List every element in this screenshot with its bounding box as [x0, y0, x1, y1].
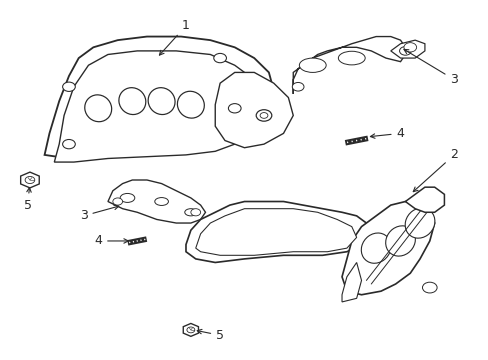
Text: 3: 3 — [403, 49, 457, 86]
Ellipse shape — [120, 193, 135, 202]
Circle shape — [213, 53, 226, 63]
Text: 5: 5 — [23, 188, 31, 212]
Ellipse shape — [148, 88, 175, 114]
Text: 2: 2 — [412, 148, 457, 192]
Text: 1: 1 — [159, 19, 189, 55]
Circle shape — [25, 176, 35, 184]
Circle shape — [256, 110, 271, 121]
Circle shape — [403, 42, 416, 52]
Polygon shape — [54, 51, 259, 162]
Circle shape — [422, 282, 436, 293]
Circle shape — [62, 139, 75, 149]
Text: 5: 5 — [197, 329, 224, 342]
Ellipse shape — [338, 51, 365, 65]
Ellipse shape — [405, 208, 434, 238]
Ellipse shape — [184, 209, 197, 216]
Circle shape — [260, 113, 267, 118]
Ellipse shape — [299, 58, 325, 72]
Polygon shape — [183, 323, 198, 336]
Polygon shape — [405, 187, 444, 212]
Text: 4: 4 — [94, 234, 128, 247]
Polygon shape — [215, 72, 293, 148]
Ellipse shape — [84, 95, 111, 122]
Text: 3: 3 — [80, 205, 119, 222]
Polygon shape — [390, 40, 424, 58]
Ellipse shape — [385, 226, 414, 256]
Circle shape — [190, 209, 200, 216]
Polygon shape — [20, 172, 39, 188]
Ellipse shape — [155, 198, 168, 206]
Circle shape — [228, 104, 241, 113]
Circle shape — [113, 198, 122, 205]
Circle shape — [186, 327, 194, 333]
Polygon shape — [341, 202, 434, 295]
Polygon shape — [341, 262, 361, 302]
Ellipse shape — [119, 88, 145, 114]
Ellipse shape — [177, 91, 204, 118]
Ellipse shape — [361, 233, 390, 263]
Circle shape — [292, 82, 304, 91]
Circle shape — [62, 82, 75, 91]
Polygon shape — [44, 37, 273, 158]
Polygon shape — [293, 37, 405, 94]
Polygon shape — [108, 180, 205, 223]
Polygon shape — [185, 202, 370, 262]
Polygon shape — [195, 209, 356, 255]
Circle shape — [399, 46, 410, 55]
Text: 4: 4 — [369, 127, 404, 140]
